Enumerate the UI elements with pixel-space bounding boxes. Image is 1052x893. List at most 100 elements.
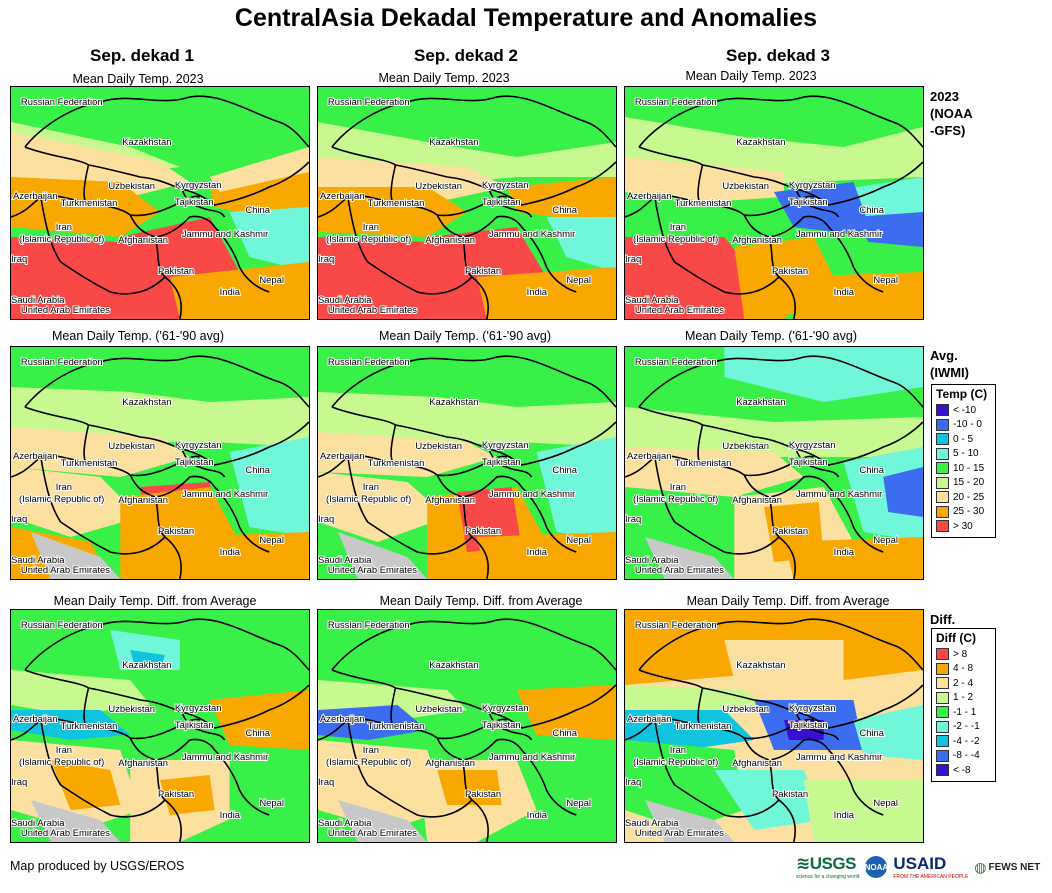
country-label-china: China <box>245 205 270 216</box>
column-heading-dekad-2: Sep. dekad 2 <box>414 46 518 65</box>
country-label-afghanistan: Afghanistan <box>732 235 782 246</box>
country-label-afghanistan: Afghanistan <box>425 758 475 769</box>
country-border <box>318 717 393 741</box>
value-region <box>783 272 923 319</box>
column-heading-dekad-1: Sep. dekad 1 <box>90 46 194 65</box>
map-graphic: Russian Federation Kazakhstan Uzbekistan Ky… <box>318 87 616 319</box>
country-border <box>795 188 840 218</box>
country-label-iran1: Iran <box>670 222 686 233</box>
value-region <box>714 770 824 830</box>
diff-legend-label: -4 - -2 <box>953 735 980 747</box>
panel-title: Mean Daily Temp. ('61-'90 avg) <box>52 329 224 343</box>
country-label-azerbaijan: Azerbaijan <box>13 714 58 725</box>
country-label-pakistan: Pakistan <box>772 526 808 537</box>
country-border <box>625 194 700 218</box>
country-label-iraq: Iraq <box>625 777 641 788</box>
temp-legend-swatch <box>936 476 949 489</box>
country-border <box>24 669 309 729</box>
country-label-iran2: (Islamic Republic of) <box>633 494 718 505</box>
country-label-china: China <box>552 728 577 739</box>
value-region <box>437 770 502 805</box>
value-region <box>476 267 616 319</box>
country-label-saudi: Saudi Arabia <box>11 555 65 566</box>
diff-legend-title: Diff (C) <box>936 631 976 645</box>
country-label-saudi: Saudi Arabia <box>318 555 372 566</box>
country-label-nepal: Nepal <box>566 798 591 809</box>
country-label-nepal: Nepal <box>259 275 284 286</box>
value-region <box>546 217 616 272</box>
country-label-jammu: Jammu and Kashmir <box>796 229 882 240</box>
value-region <box>318 392 616 447</box>
country-label-tajikistan: Tajikistan <box>482 197 521 208</box>
temp-legend-swatch <box>936 418 949 431</box>
country-label-kyrgyzstan: Kyrgyzstan <box>789 440 836 451</box>
country-label-saudi: Saudi Arabia <box>625 555 679 566</box>
country-label-india: India <box>220 810 241 821</box>
country-label-jammu: Jammu and Kashmir <box>182 752 268 763</box>
diff-legend-label: > 8 <box>953 648 968 660</box>
country-label-azerbaijan: Azerbaijan <box>13 451 58 462</box>
country-label-iran1: Iran <box>363 482 379 493</box>
country-border <box>181 711 226 741</box>
diff-legend-swatch <box>936 749 949 762</box>
globe-icon: ◍ <box>974 858 987 875</box>
country-border <box>347 196 473 295</box>
value-region <box>11 427 190 477</box>
diff-legend-swatch <box>936 662 949 675</box>
country-label-pakistan: Pakistan <box>772 266 808 277</box>
value-region <box>883 467 923 517</box>
country-border <box>638 146 923 206</box>
country-border <box>795 448 840 478</box>
country-label-azerbaijan: Azerbaijan <box>320 714 365 725</box>
country-label-tajikistan: Tajikistan <box>175 720 214 731</box>
country-label-china: China <box>245 465 270 476</box>
map-panel-current-dekad-1: Russian Federation Kazakhstan Uzbekistan Ky… <box>10 86 310 320</box>
country-border <box>625 454 700 478</box>
country-border <box>214 749 270 816</box>
country-border <box>743 214 830 238</box>
country-label-uae: United Arab Emirates <box>328 305 417 316</box>
map-panel-diff-dekad-3: Russian Federation Kazakhstan Uzbekistan Ky… <box>624 609 924 843</box>
country-border <box>331 95 616 148</box>
country-label-iran2: (Islamic Republic of) <box>19 494 104 505</box>
country-label-saudi: Saudi Arabia <box>625 295 679 306</box>
country-label-uae: United Arab Emirates <box>328 828 417 839</box>
country-label-iran1: Iran <box>56 482 72 493</box>
country-label-india: India <box>527 287 548 298</box>
country-border <box>461 759 489 842</box>
value-region <box>169 262 309 319</box>
country-label-nepal: Nepal <box>566 535 591 546</box>
country-border <box>638 669 923 729</box>
country-border <box>331 669 616 729</box>
footer-credit: Map produced by USGS/EROS <box>10 859 185 873</box>
diff-legend-swatch <box>936 720 949 733</box>
country-label-azerbaijan: Azerbaijan <box>320 451 365 462</box>
value-region <box>318 432 497 477</box>
country-border <box>743 474 830 498</box>
country-border <box>129 737 216 761</box>
temp-legend-item: 10 - 15 <box>936 461 991 476</box>
value-region <box>318 705 428 740</box>
value-region <box>318 472 448 542</box>
country-label-tajikistan: Tajikistan <box>175 457 214 468</box>
value-region <box>30 532 121 579</box>
value-region <box>30 800 121 842</box>
country-label-saudi: Saudi Arabia <box>318 818 372 829</box>
country-border <box>488 188 533 218</box>
row-label-diff: Diff. <box>930 612 956 627</box>
country-label-iraq: Iraq <box>318 777 334 788</box>
country-label-kyrgyzstan: Kyrgyzstan <box>789 180 836 191</box>
country-border <box>331 406 616 466</box>
country-label-china: China <box>552 465 577 476</box>
map-graphic: Russian Federation Kazakhstan Uzbekistan Ky… <box>625 87 923 319</box>
country-label-tajikistan: Tajikistan <box>482 720 521 731</box>
country-border <box>40 719 166 818</box>
value-region <box>11 710 131 740</box>
country-label-iraq: Iraq <box>11 777 27 788</box>
country-label-nepal: Nepal <box>566 275 591 286</box>
diff-legend-item: > 8 <box>936 647 991 662</box>
country-border <box>625 717 700 741</box>
country-label-russia: Russian Federation <box>328 357 410 368</box>
temp-legend: Temp (C) < -10 -10 - 0 0 - 5 5 - 10 10 - 15 1… <box>931 384 996 538</box>
temp-legend-label: 15 - 20 <box>953 477 985 489</box>
